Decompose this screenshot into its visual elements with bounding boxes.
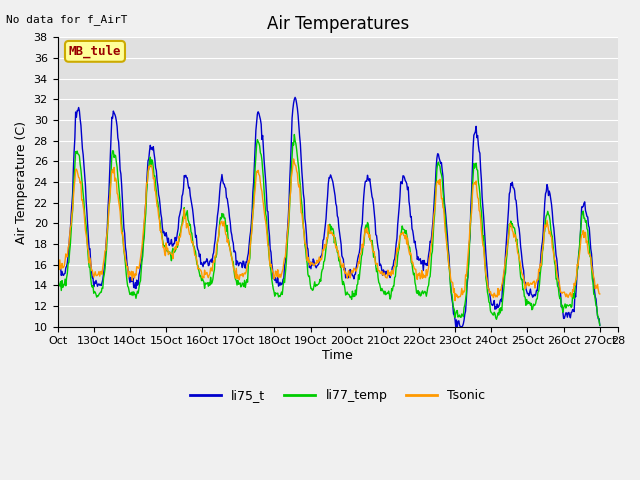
Y-axis label: Air Temperature (C): Air Temperature (C) bbox=[15, 120, 28, 243]
Legend: li75_t, li77_temp, Tsonic: li75_t, li77_temp, Tsonic bbox=[185, 384, 490, 408]
Text: No data for f_AirT: No data for f_AirT bbox=[6, 14, 128, 25]
Title: Air Temperatures: Air Temperatures bbox=[267, 15, 409, 33]
Text: MB_tule: MB_tule bbox=[68, 45, 121, 58]
X-axis label: Time: Time bbox=[323, 349, 353, 362]
